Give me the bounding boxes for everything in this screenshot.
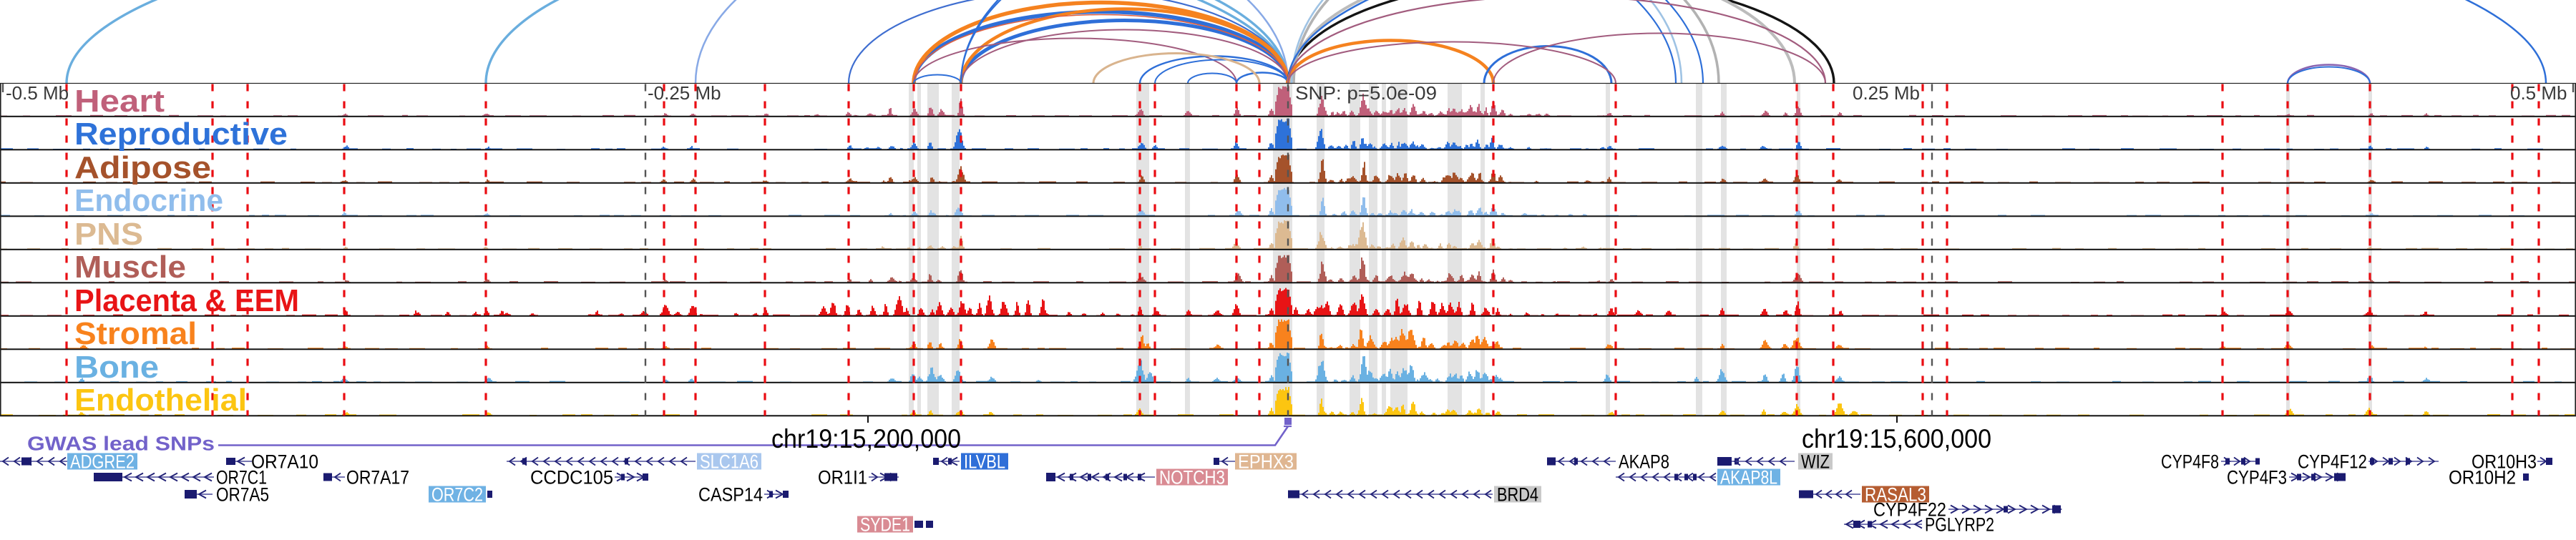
svg-text:OR7C1: OR7C1 <box>216 467 267 489</box>
svg-text:RASAL3: RASAL3 <box>1865 484 1926 506</box>
svg-text:PGLYRP2: PGLYRP2 <box>1925 514 1994 536</box>
svg-text:CYP4F8: CYP4F8 <box>2161 451 2219 473</box>
svg-text:GWAS lead SNPs: GWAS lead SNPs <box>27 433 215 455</box>
svg-text:AKAP8: AKAP8 <box>1619 451 1669 473</box>
svg-text:OR7A10: OR7A10 <box>251 451 318 473</box>
svg-text:OR10H2: OR10H2 <box>2449 467 2516 489</box>
svg-text:AKAP8L: AKAP8L <box>1720 467 1777 489</box>
svg-text:ADGRE2: ADGRE2 <box>70 451 135 473</box>
svg-text:EPHX3: EPHX3 <box>1238 451 1294 473</box>
svg-text:SLC1A6: SLC1A6 <box>700 451 758 473</box>
svg-text:CASP14: CASP14 <box>698 484 763 506</box>
svg-text:Reproductive: Reproductive <box>74 117 288 152</box>
svg-text:-0.25 Mb: -0.25 Mb <box>648 82 721 104</box>
svg-text:CYP4F22: CYP4F22 <box>1873 499 1946 521</box>
svg-text:0.25 Mb: 0.25 Mb <box>1853 82 1920 104</box>
svg-text:Endothelial: Endothelial <box>74 383 247 418</box>
svg-text:chr19:15,600,000: chr19:15,600,000 <box>1802 424 1991 453</box>
svg-text:Muscle: Muscle <box>74 250 186 285</box>
svg-text:OR7A5: OR7A5 <box>216 484 269 506</box>
svg-text:Placenta & EEM: Placenta & EEM <box>74 283 299 318</box>
svg-text:Bone: Bone <box>74 350 159 385</box>
svg-text:OR7C2: OR7C2 <box>431 484 483 506</box>
svg-text:WIZ: WIZ <box>1801 451 1830 473</box>
svg-text:PNS: PNS <box>74 217 143 252</box>
svg-text:-0.5 Mb: -0.5 Mb <box>6 82 69 104</box>
svg-text:BRD4: BRD4 <box>1497 484 1538 506</box>
svg-text:chr19:15,200,000: chr19:15,200,000 <box>771 424 961 453</box>
svg-text:OR7A17: OR7A17 <box>346 467 409 489</box>
svg-text:SNP: p=5.0e-09: SNP: p=5.0e-09 <box>1295 82 1437 104</box>
svg-text:Heart: Heart <box>74 84 165 119</box>
svg-text:CYP4F3: CYP4F3 <box>2227 467 2287 489</box>
svg-text:NOTCH3: NOTCH3 <box>1159 467 1225 489</box>
svg-text:ILVBL: ILVBL <box>964 451 1005 473</box>
svg-text:CCDC105: CCDC105 <box>530 467 613 489</box>
svg-text:Adipose: Adipose <box>74 150 211 185</box>
svg-text:SYDE1: SYDE1 <box>860 514 910 536</box>
svg-text:0.5 Mb: 0.5 Mb <box>2510 82 2567 104</box>
svg-text:Endocrine: Endocrine <box>74 183 223 218</box>
svg-text:OR1I1: OR1I1 <box>818 467 867 489</box>
svg-text:OR10H3: OR10H3 <box>2472 451 2537 473</box>
svg-text:Stromal: Stromal <box>74 316 197 351</box>
svg-text:CYP4F12: CYP4F12 <box>2298 451 2367 473</box>
